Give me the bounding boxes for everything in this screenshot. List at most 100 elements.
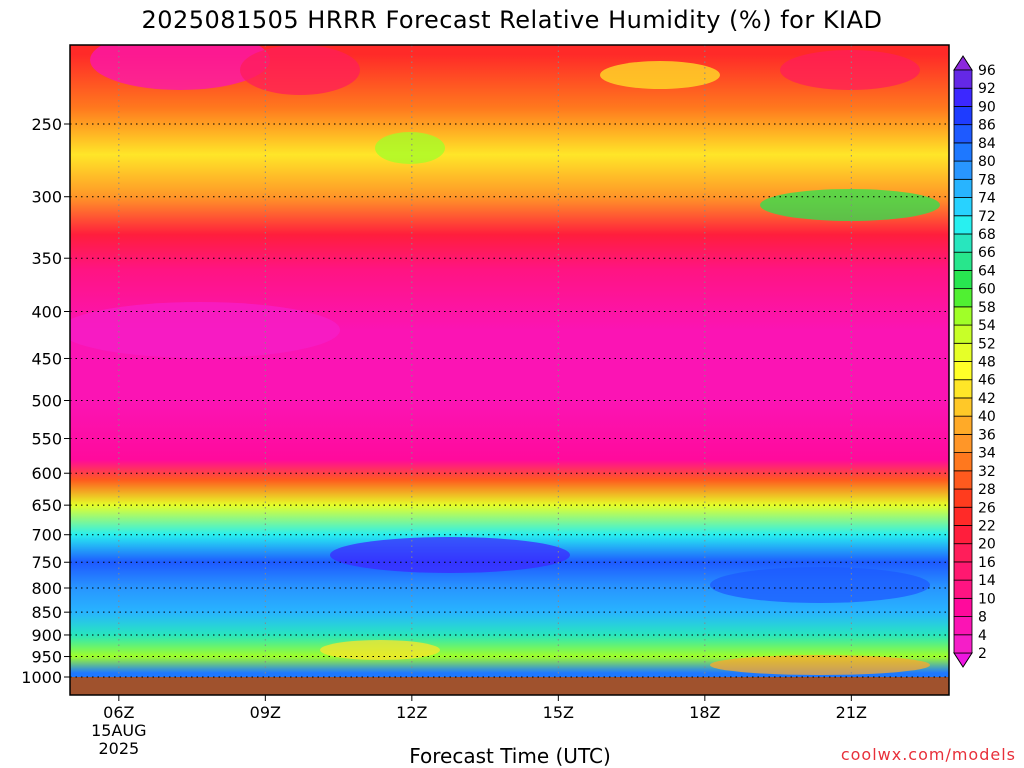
colorbar-box-6 <box>953 525 973 545</box>
x-tick-sublabel-1: 2025 <box>98 739 139 758</box>
chart-title: 2025081505 HRRR Forecast Relative Humidi… <box>141 6 883 34</box>
colorbar-label-8: 8 <box>978 610 987 626</box>
colorbar-box-27 <box>953 142 973 162</box>
humidity-feature-3 <box>780 50 920 90</box>
y-tick-label-350: 350 <box>31 249 62 268</box>
colorbar-label-32: 32 <box>978 464 996 480</box>
colorbar-label-58: 58 <box>978 300 996 316</box>
colorbar-label-26: 26 <box>978 500 996 516</box>
y-tick-label-850: 850 <box>31 603 62 622</box>
colorbar-label-22: 22 <box>978 518 996 534</box>
colorbar-label-40: 40 <box>978 409 996 425</box>
colorbar-label-20: 20 <box>978 537 996 553</box>
colorbar-box-8 <box>953 488 973 508</box>
colorbar-label-16: 16 <box>978 555 996 571</box>
colorbar-label-54: 54 <box>978 318 996 334</box>
y-tick-label-650: 650 <box>31 496 62 515</box>
grid-lines <box>70 45 949 678</box>
colorbar-label-48: 48 <box>978 355 996 371</box>
colorbar-box-22 <box>953 233 973 253</box>
colorbar-box-12 <box>953 415 973 435</box>
y-tick-label-600: 600 <box>31 464 62 483</box>
colorbar-label-10: 10 <box>978 591 996 607</box>
colorbar-box-5 <box>953 543 973 563</box>
colorbar-label-4: 4 <box>978 628 987 644</box>
colorbar-box-20 <box>953 270 973 290</box>
humidity-feature-11 <box>710 655 930 675</box>
colorbar-box-30 <box>953 87 973 107</box>
colorbar-box-2 <box>953 597 973 617</box>
humidity-feature-6 <box>70 302 340 358</box>
x-tick-sublabel-0: 15AUG <box>91 721 146 740</box>
y-tick-label-800: 800 <box>31 579 62 598</box>
colorbar-box-23 <box>953 215 973 235</box>
colorbar-label-52: 52 <box>978 336 996 352</box>
colorbar-label-96: 96 <box>978 63 996 79</box>
colorbar-box-25 <box>953 178 973 198</box>
humidity-feature-9 <box>710 567 930 603</box>
y-tick-label-900: 900 <box>31 626 62 645</box>
colorbar-box-18 <box>953 306 973 326</box>
colorbar-box-28 <box>953 124 973 144</box>
plot-area <box>70 45 949 695</box>
humidity-feature-2 <box>600 61 720 89</box>
colorbar-box-31 <box>953 69 973 89</box>
colorbar-box-24 <box>953 197 973 217</box>
colorbar-label-64: 64 <box>978 263 996 279</box>
colorbar-label-72: 72 <box>978 209 996 225</box>
colorbar-label-14: 14 <box>978 573 996 589</box>
colorbar-label-78: 78 <box>978 172 996 188</box>
colorbar-box-3 <box>953 579 973 599</box>
colorbar-label-80: 80 <box>978 154 996 170</box>
colorbar-box-21 <box>953 251 973 271</box>
x-tick-label-12Z: 12Z <box>396 703 427 722</box>
y-axis-ticks: 250 300 350 400 450 500 550 600 650 700 750 800 850 9… <box>21 115 70 687</box>
colorbar-box-9 <box>953 470 973 490</box>
colorbar-label-46: 46 <box>978 373 996 389</box>
colorbar-label-36: 36 <box>978 427 996 443</box>
y-tick-label-1000: 1000 <box>21 668 62 687</box>
colorbar-label-84: 84 <box>978 136 996 152</box>
colorbar-arrow-low <box>953 652 973 668</box>
colorbar-label-2: 2 <box>978 646 987 662</box>
y-tick-label-300: 300 <box>31 188 62 207</box>
colorbar-label-34: 34 <box>978 446 996 462</box>
colorbar-label-74: 74 <box>978 191 996 207</box>
colorbar-box-0 <box>953 634 973 654</box>
ground-layer <box>70 677 949 695</box>
colorbar-label-28: 28 <box>978 482 996 498</box>
source-credit[interactable]: coolwx.com/models <box>840 745 1016 764</box>
y-tick-label-550: 550 <box>31 430 62 449</box>
x-tick-label-09Z: 09Z <box>250 703 281 722</box>
x-tick-label-21Z: 21Z <box>836 703 867 722</box>
humidity-feature-4 <box>375 132 445 164</box>
humidity-field-features <box>70 45 940 675</box>
colorbar-box-19 <box>953 288 973 308</box>
x-tick-label-15Z: 15Z <box>543 703 574 722</box>
x-tick-label-18Z: 18Z <box>689 703 720 722</box>
x-axis-label: Forecast Time (UTC) <box>409 744 611 768</box>
colorbar-label-66: 66 <box>978 245 996 261</box>
y-tick-label-400: 400 <box>31 302 62 321</box>
y-tick-label-450: 450 <box>31 349 62 368</box>
colorbar-box-17 <box>953 324 973 344</box>
colorbar-arrow-high <box>953 55 973 71</box>
colorbar: 2481014162022262832343640424648525458606… <box>953 55 996 668</box>
colorbar-box-26 <box>953 160 973 180</box>
humidity-feature-8 <box>330 537 570 573</box>
y-tick-label-700: 700 <box>31 526 62 545</box>
colorbar-label-92: 92 <box>978 81 996 97</box>
colorbar-box-16 <box>953 342 973 362</box>
humidity-feature-10 <box>320 640 440 660</box>
plot-frame <box>69 44 950 696</box>
colorbar-box-11 <box>953 433 973 453</box>
colorbar-box-14 <box>953 379 973 399</box>
colorbar-box-15 <box>953 361 973 381</box>
colorbar-label-68: 68 <box>978 227 996 243</box>
colorbar-box-10 <box>953 452 973 472</box>
y-tick-label-500: 500 <box>31 392 62 411</box>
humidity-feature-0 <box>90 45 270 90</box>
colorbar-label-42: 42 <box>978 391 996 407</box>
